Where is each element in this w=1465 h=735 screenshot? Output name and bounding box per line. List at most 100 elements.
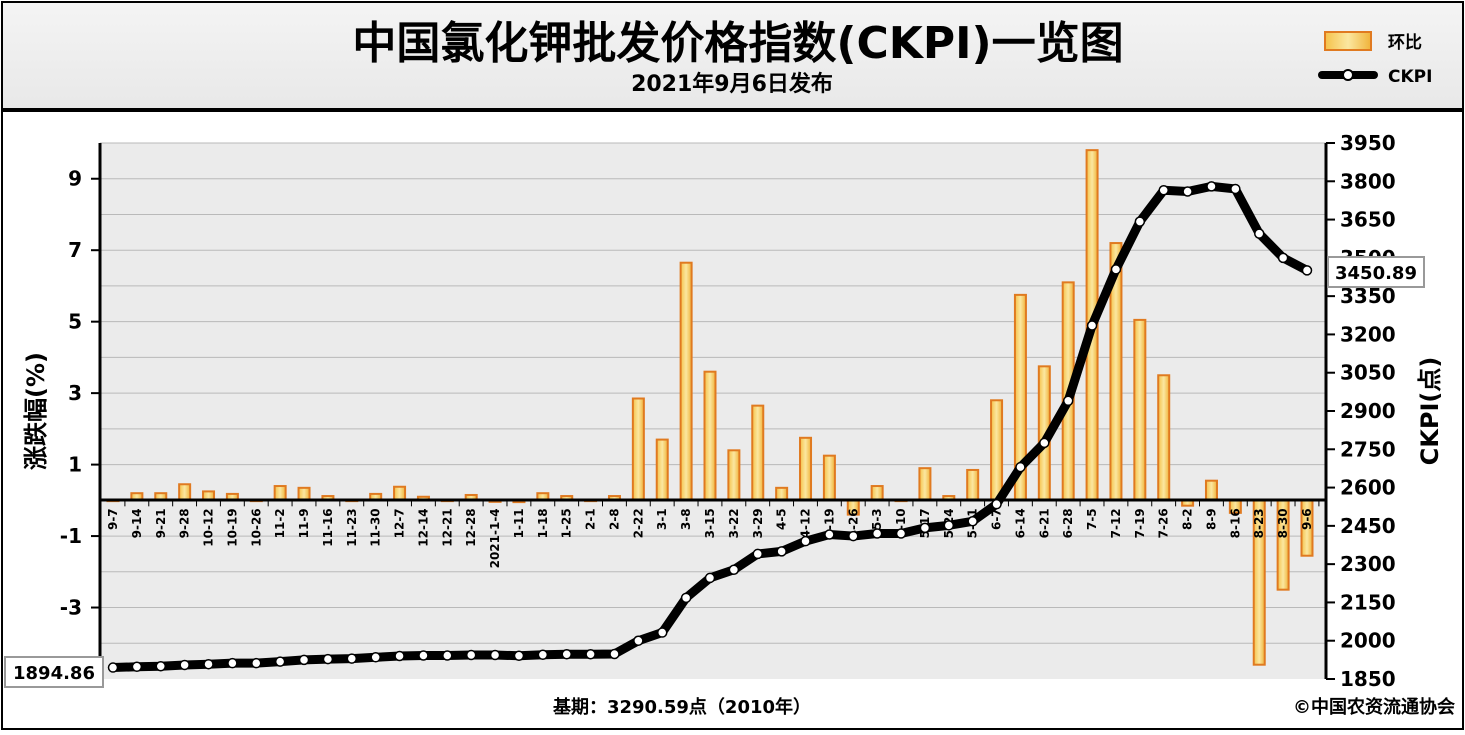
right-axis-ticks: 1850 2000 2150 2300 2450 2600 2750 2900 3050 3200… bbox=[1326, 131, 1396, 691]
ckpi-point-5-17 bbox=[919, 522, 931, 534]
x-tick-label: 2-1 bbox=[584, 508, 598, 530]
ckpi-point-9-21 bbox=[155, 660, 167, 672]
right-tick-label: 2150 bbox=[1340, 590, 1396, 614]
x-tick-label: 5-3 bbox=[870, 508, 884, 530]
left-tick-label: -1 bbox=[60, 524, 82, 548]
ckpi-point-2-8 bbox=[609, 648, 620, 660]
bar-5-31 bbox=[966, 468, 980, 502]
ckpi-point-5-3 bbox=[871, 528, 883, 539]
start-callout-text: 1894.86 bbox=[13, 663, 95, 684]
x-tick-label: 3-1 bbox=[655, 508, 669, 530]
ckpi-point-12-28 bbox=[465, 649, 477, 661]
right-tick-label: 2900 bbox=[1340, 399, 1396, 423]
x-tick-label: 2-22 bbox=[631, 508, 645, 538]
x-tick-label: 6-28 bbox=[1061, 508, 1075, 538]
x-tick-label: 11-23 bbox=[345, 508, 359, 546]
x-tick-label: 12-7 bbox=[393, 508, 407, 538]
end-callout-box bbox=[1327, 256, 1425, 288]
right-tick-label: 1850 bbox=[1340, 667, 1396, 691]
x-tick-label: 9-21 bbox=[154, 508, 168, 538]
ckpi-point-6-28 bbox=[1062, 395, 1074, 407]
x-tick-labels: 9-7 9-14 9-21 9-28 10-12 10-19 10-26 11-2 11-9 11… bbox=[106, 500, 1320, 568]
ckpi-point-9-14 bbox=[131, 661, 143, 672]
ckpi-point-8-16 bbox=[1230, 183, 1241, 195]
header-band bbox=[1, 1, 1464, 111]
bar-3-1 bbox=[655, 438, 669, 502]
x-tick-label: 10-19 bbox=[225, 508, 239, 546]
ckpi-point-5-24 bbox=[943, 520, 955, 531]
bar-4-12 bbox=[799, 436, 813, 502]
ckpi-point-8-9 bbox=[1206, 181, 1217, 192]
ckpi-point-4-19 bbox=[824, 529, 835, 540]
bar-9-28 bbox=[178, 483, 192, 502]
ckpi-point-11-30 bbox=[370, 652, 381, 663]
x-tick-label: 11-9 bbox=[297, 508, 311, 538]
right-tick-label: 3650 bbox=[1340, 208, 1396, 232]
ckpi-point-7-5 bbox=[1086, 320, 1098, 331]
x-tick-label: 1-18 bbox=[536, 508, 550, 538]
legend-line-label: CKPI bbox=[1388, 67, 1432, 87]
ckpi-point-11-16 bbox=[322, 653, 334, 665]
x-tick-label: 7-19 bbox=[1133, 508, 1147, 538]
right-tick-label: 3950 bbox=[1340, 131, 1396, 155]
bar-3-29 bbox=[751, 404, 765, 502]
ckpi-point-7-12 bbox=[1110, 264, 1122, 275]
right-tick-label: 2000 bbox=[1340, 629, 1396, 653]
body-border bbox=[1, 109, 1464, 730]
ckpi-point-6-21 bbox=[1039, 437, 1050, 449]
ckpi-point-12-7 bbox=[394, 650, 405, 662]
right-tick-label: 2300 bbox=[1340, 552, 1396, 576]
right-tick-label: 3200 bbox=[1340, 322, 1396, 346]
x-tick-label: 9-28 bbox=[178, 508, 192, 538]
x-tick-label: 3-29 bbox=[751, 508, 765, 538]
ckpi-point-9-28 bbox=[179, 659, 190, 671]
left-tick-label: 5 bbox=[68, 310, 82, 334]
ckpi-point-5-10 bbox=[895, 528, 907, 539]
base-period-note: 基期：3290.59点（2010年） bbox=[552, 696, 811, 718]
ckpi-point-8-2 bbox=[1182, 186, 1193, 197]
x-tick-label: 8-30 bbox=[1276, 508, 1290, 538]
ckpi-point-3-15 bbox=[704, 572, 716, 584]
x-tick-label: 3-8 bbox=[679, 508, 693, 530]
left-tick-label: 7 bbox=[68, 238, 82, 262]
x-tick-label: 9-6 bbox=[1300, 508, 1314, 530]
legend-bar-swatch bbox=[1324, 31, 1372, 51]
ckpi-point-4-26 bbox=[848, 530, 859, 542]
x-tick-label: 7-5 bbox=[1085, 508, 1099, 530]
ckpi-point-5-31 bbox=[967, 516, 978, 527]
x-tick-label: 1-25 bbox=[560, 508, 574, 538]
ckpi-point-11-2 bbox=[274, 656, 286, 667]
ckpi-point-1-11 bbox=[513, 650, 525, 662]
ckpi-point-9-6 bbox=[1301, 265, 1313, 276]
start-value-callout: 1894.86 bbox=[4, 656, 104, 688]
x-tick-label: 7-12 bbox=[1109, 508, 1123, 538]
ckpi-point-2021-1-4 bbox=[489, 649, 501, 661]
ckpi-point-11-23 bbox=[346, 653, 358, 664]
x-tick-label: 2-8 bbox=[607, 508, 621, 530]
x-tick-label: 1-11 bbox=[512, 508, 526, 538]
bar-3-15 bbox=[703, 370, 717, 502]
left-axis-title: 涨跌幅(%) bbox=[22, 352, 50, 470]
right-tick-label: 3050 bbox=[1340, 361, 1396, 385]
bar-4-5 bbox=[775, 486, 789, 502]
ckpi-point-3-29 bbox=[752, 548, 764, 560]
x-tick-label: 4-12 bbox=[799, 508, 813, 538]
bar-7-19 bbox=[1133, 318, 1147, 502]
x-tick-label: 4-5 bbox=[775, 508, 789, 530]
ckpi-point-9-7 bbox=[107, 662, 119, 673]
bar-5-17 bbox=[918, 467, 932, 502]
ckpi-point-4-12 bbox=[800, 535, 811, 547]
copyright-note: ©中国农资流通协会 bbox=[1293, 696, 1455, 718]
left-tick-label: 9 bbox=[68, 167, 82, 191]
legend-bar-label: 环比 bbox=[1388, 32, 1422, 53]
ckpi-point-1-18 bbox=[537, 649, 549, 661]
ckpi-point-1-25 bbox=[561, 648, 572, 660]
bar-3-8 bbox=[679, 261, 693, 502]
chart-title: 中国氯化钾批发价格指数(CKPI)一览图 bbox=[352, 18, 1123, 69]
x-tick-label: 11-2 bbox=[273, 508, 287, 538]
ckpi-point-10-19 bbox=[227, 657, 238, 669]
right-tick-label: 2450 bbox=[1340, 514, 1396, 538]
ckpi-point-11-9 bbox=[298, 654, 310, 666]
ckpi-point-12-14 bbox=[418, 650, 429, 661]
bar-7-26 bbox=[1157, 374, 1171, 502]
